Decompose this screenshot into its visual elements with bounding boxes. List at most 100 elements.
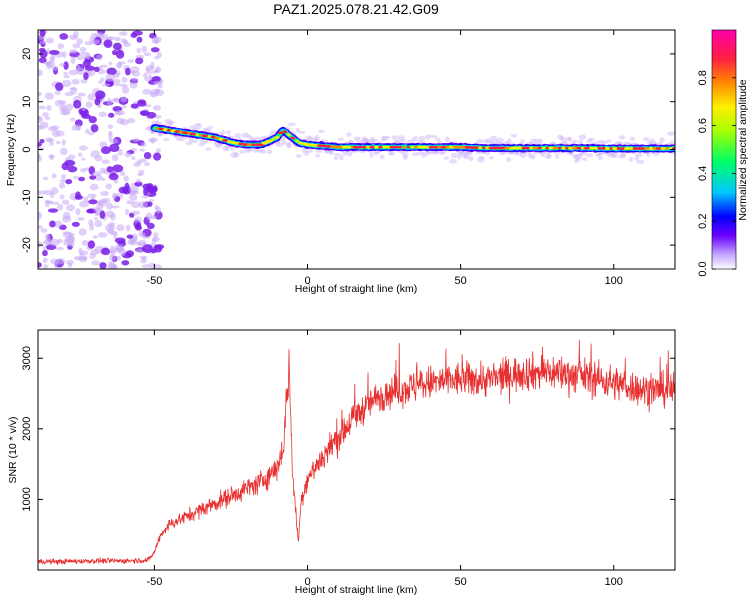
noise-blob bbox=[59, 110, 70, 116]
noise-blob bbox=[46, 104, 52, 112]
noise-blob bbox=[88, 199, 98, 205]
ridge-halo bbox=[220, 129, 226, 136]
noise-blob bbox=[94, 219, 103, 228]
ridge-halo bbox=[496, 137, 504, 143]
ridge-halo bbox=[579, 151, 587, 156]
noise-blob bbox=[130, 103, 139, 109]
ridge-core bbox=[635, 147, 643, 150]
noise-blob bbox=[146, 111, 157, 119]
ridge-halo bbox=[379, 154, 385, 160]
noise-blob bbox=[42, 112, 49, 118]
noise-blob bbox=[130, 32, 138, 38]
ridge-halo bbox=[489, 156, 494, 160]
ridge-halo bbox=[606, 139, 612, 143]
noise-blob bbox=[61, 139, 66, 146]
noise-blob bbox=[137, 173, 143, 177]
noise-blob bbox=[65, 178, 73, 185]
noise-blob bbox=[125, 67, 131, 76]
ridge-core bbox=[385, 145, 392, 149]
ridge-halo bbox=[444, 136, 451, 143]
ridge-halo bbox=[192, 139, 198, 144]
ridge-core bbox=[434, 145, 439, 149]
noise-blob bbox=[105, 73, 115, 82]
noise-blob bbox=[47, 138, 55, 142]
ridge-halo bbox=[643, 137, 650, 142]
ridge-halo bbox=[372, 138, 378, 142]
colorbar-tick-label: 0.2 bbox=[697, 214, 709, 229]
noise-blob bbox=[72, 31, 79, 39]
ridge-core bbox=[545, 146, 550, 150]
noise-blob bbox=[84, 51, 89, 59]
noise-blob bbox=[95, 174, 103, 181]
noise-blob bbox=[138, 201, 148, 209]
noise-blob bbox=[106, 166, 114, 173]
noise-blob bbox=[136, 100, 147, 107]
ridge-halo bbox=[295, 154, 302, 158]
noise-blob bbox=[45, 61, 56, 68]
noise-blob bbox=[150, 61, 155, 70]
ridge-halo bbox=[587, 137, 596, 142]
ridge-halo bbox=[629, 136, 636, 142]
ridge-halo bbox=[411, 152, 419, 157]
ridge-core bbox=[428, 145, 436, 149]
noise-blob bbox=[140, 142, 147, 147]
noise-blob bbox=[157, 84, 163, 89]
noise-blob bbox=[101, 247, 111, 256]
noise-blob bbox=[70, 56, 76, 65]
noise-blob bbox=[61, 199, 70, 205]
noise-blob bbox=[112, 42, 122, 51]
noise-blob bbox=[118, 31, 128, 36]
ridge-halo bbox=[443, 156, 450, 160]
spectrogram-signal-ridge bbox=[150, 118, 675, 164]
ridge-core bbox=[542, 146, 546, 150]
noise-blob bbox=[109, 249, 116, 257]
noise-blob bbox=[39, 121, 49, 129]
spectrogram-y-tick-label: 0 bbox=[21, 146, 33, 152]
snr-panel: -50 0 50 100 1000 2000 3000 Height of straigh… bbox=[7, 329, 676, 596]
noise-blob bbox=[67, 165, 78, 173]
noise-blob bbox=[44, 200, 54, 204]
noise-blob bbox=[79, 250, 89, 256]
noise-blob bbox=[80, 78, 88, 84]
noise-blob bbox=[109, 266, 116, 269]
ridge-core bbox=[341, 145, 348, 149]
ridge-halo bbox=[597, 155, 603, 161]
ridge-core bbox=[345, 145, 352, 149]
spectrogram-noise-region bbox=[38, 30, 165, 269]
noise-blob bbox=[112, 97, 120, 103]
ridge-halo bbox=[233, 151, 240, 158]
ridge-core bbox=[241, 143, 249, 146]
noise-blob bbox=[135, 57, 144, 65]
chart-title: PAZ1.2025.078.21.42.G09 bbox=[273, 1, 439, 17]
noise-blob bbox=[150, 47, 160, 53]
ridge-halo bbox=[334, 152, 341, 157]
noise-blob bbox=[51, 201, 60, 205]
ridge-core bbox=[290, 136, 296, 140]
noise-blob bbox=[119, 119, 130, 126]
noise-blob bbox=[115, 244, 125, 251]
snr-frame bbox=[37, 329, 676, 571]
ridge-halo bbox=[489, 135, 498, 141]
snr-background bbox=[38, 330, 675, 570]
noise-blob bbox=[108, 36, 116, 41]
noise-blob bbox=[42, 257, 48, 264]
spectrogram-x-tick-label: 0 bbox=[304, 275, 310, 287]
snr-y-tick-label: 2000 bbox=[21, 417, 33, 441]
ridge-core bbox=[576, 146, 583, 150]
noise-blob bbox=[39, 138, 45, 144]
ridge-core bbox=[472, 146, 480, 149]
noise-blob bbox=[61, 174, 67, 180]
ridge-core bbox=[214, 136, 220, 140]
noise-blob bbox=[96, 54, 103, 61]
noise-blob bbox=[68, 69, 79, 76]
noise-blob bbox=[135, 248, 144, 254]
ridge-core bbox=[369, 145, 376, 149]
noise-blob bbox=[63, 61, 69, 70]
noise-blob bbox=[43, 189, 53, 196]
noise-blob bbox=[111, 154, 119, 162]
noise-blob bbox=[99, 262, 107, 269]
ridge-halo bbox=[554, 153, 560, 159]
ridge-halo bbox=[266, 149, 273, 154]
noise-blob bbox=[136, 47, 142, 54]
